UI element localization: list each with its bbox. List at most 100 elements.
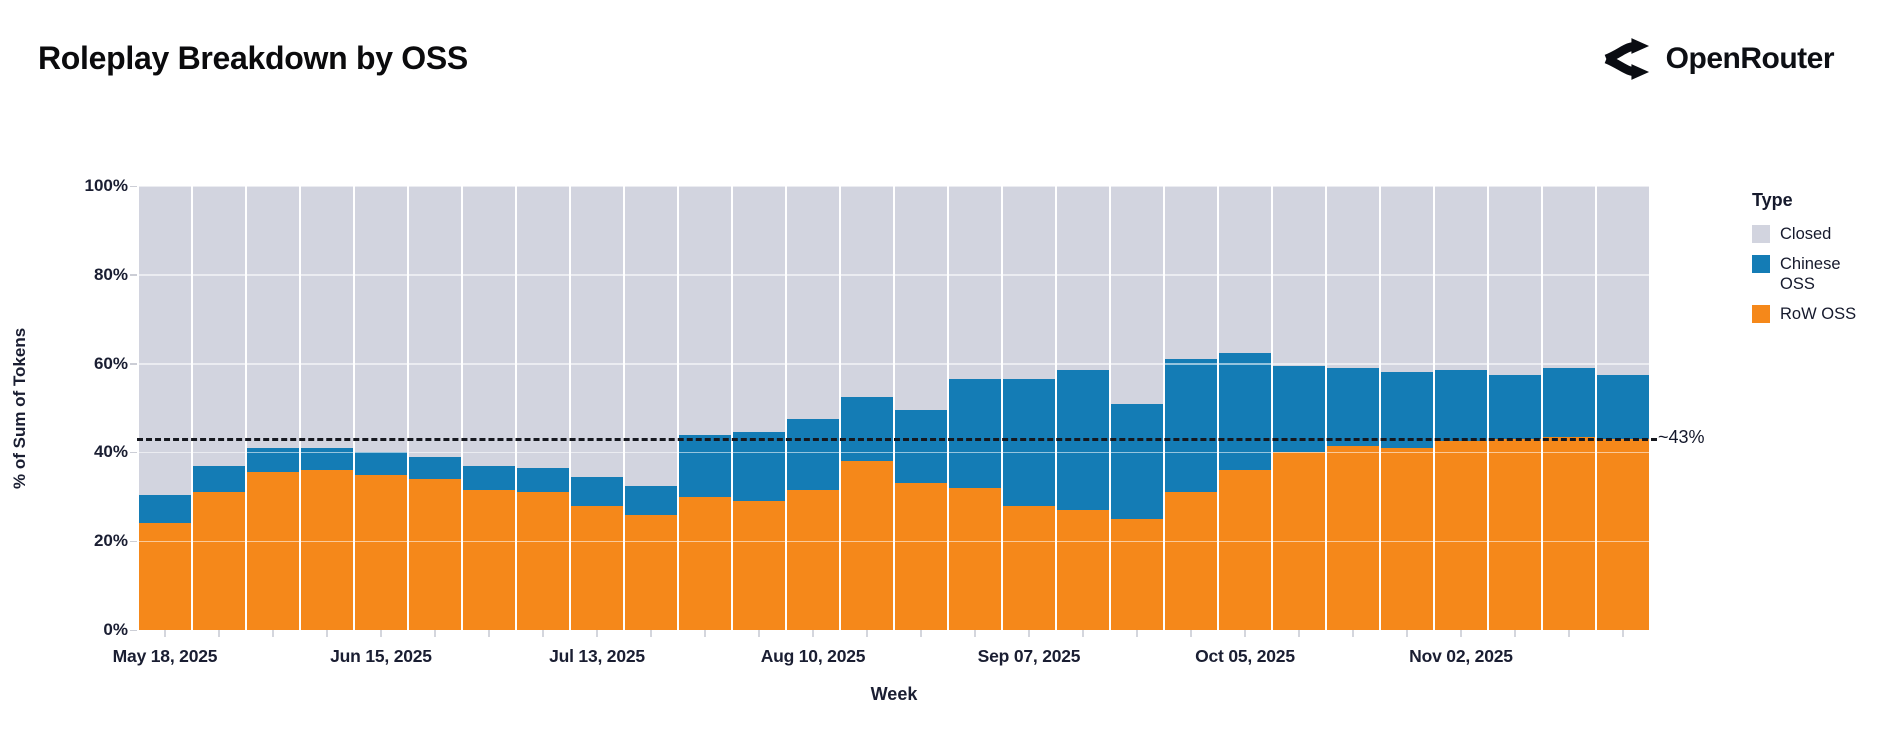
bar-segment-row-oss [1543,436,1595,630]
bar-segment-chinese-oss [463,465,515,491]
bar-segment-closed [1165,186,1217,360]
bar-segment-chinese-oss [139,494,191,524]
x-tick-mark [974,630,976,637]
bar-segment-row-oss [733,501,785,630]
x-tick-mark [812,630,814,637]
bar-segment-row-oss [1111,518,1163,630]
x-tick-label: Sep 07, 2025 [977,646,1081,666]
x-tick-mark [866,630,868,637]
brand-name: OpenRouter [1665,42,1835,75]
bar-segment-row-oss [949,487,1001,630]
brand-lockup: OpenRouter [1598,36,1835,82]
bar-week-aug-17-2025 [841,186,893,630]
x-tick-mark [704,630,706,637]
bar-week-aug-10-2025 [787,186,839,630]
x-tick-label: Oct 05, 2025 [1195,646,1295,666]
bar-segment-row-oss [571,505,623,630]
x-tick-mark [434,630,436,637]
legend-label: Chinese OSS [1780,255,1841,293]
x-tick-label: Aug 10, 2025 [760,646,866,666]
bar-segment-closed [787,186,839,420]
bar-segment-chinese-oss [679,434,731,497]
bar-segment-chinese-oss [355,452,407,475]
gridline-80 [138,274,1650,276]
bar-week-jul-06-2025 [517,186,569,630]
bar-segment-closed [949,186,1001,380]
bar-week-aug-03-2025 [733,186,785,630]
x-tick-mark [1352,630,1354,637]
bar-segment-closed [193,186,245,466]
legend-item-row-oss: RoW OSS [1752,304,1870,324]
bar-segment-closed [625,186,677,486]
x-tick-mark [1244,630,1246,637]
bar-segment-row-oss [301,470,353,630]
y-tick-label-20: 20% [93,531,128,551]
bar-week-sep-07-2025 [1003,186,1055,630]
bar-segment-closed [1489,186,1541,375]
bar-week-oct-26-2025 [1381,186,1433,630]
bar-segment-row-oss [1327,445,1379,630]
bar-segment-closed [301,186,353,448]
x-tick-mark [326,630,328,637]
y-axis-title: % of Sum of Tokens [10,327,29,489]
bar-segment-row-oss [517,492,569,630]
bar-segment-closed [1597,186,1649,375]
legend-label: Closed [1780,225,1832,243]
x-tick-label: Nov 02, 2025 [1409,646,1513,666]
bar-segment-chinese-oss [193,465,245,493]
bar-segment-chinese-oss [1327,368,1379,446]
bar-week-jul-20-2025 [625,186,677,630]
bar-segment-closed [247,186,299,448]
bar-segment-closed [463,186,515,466]
bar-segment-chinese-oss [787,419,839,491]
gridline-60 [138,363,1650,365]
bar-week-may-25-2025 [193,186,245,630]
bar-segment-chinese-oss [841,396,893,462]
x-tick-mark [1028,630,1030,637]
bar-week-oct-12-2025 [1273,186,1325,630]
bar-segment-chinese-oss [625,485,677,515]
x-tick-mark [1082,630,1084,637]
bar-segment-row-oss [463,490,515,630]
bar-segment-row-oss [1057,510,1109,630]
bar-segment-row-oss [1381,447,1433,630]
x-tick-mark [272,630,274,637]
bar-week-nov-16-2025 [1543,186,1595,630]
bar-segment-row-oss [247,472,299,630]
bar-segment-chinese-oss [1597,374,1649,440]
bar-segment-closed [571,186,623,477]
bar-segment-closed [409,186,461,457]
x-tick-label: Jun 15, 2025 [330,646,432,666]
bar-week-aug-24-2025 [895,186,947,630]
legend-swatch-row-oss [1752,305,1770,323]
y-tick-mark [130,363,137,365]
bar-segment-chinese-oss [571,476,623,506]
x-tick-mark [1460,630,1462,637]
bar-segment-row-oss [625,514,677,630]
bar-segment-closed [1111,186,1163,404]
y-tick-label-80: 80% [93,264,128,284]
bar-segment-row-oss [355,474,407,630]
bar-segment-chinese-oss [409,456,461,480]
bar-segment-closed [679,186,731,435]
bar-week-jun-01-2025 [247,186,299,630]
bar-segment-chinese-oss [1543,368,1595,437]
bar-segment-row-oss [895,483,947,630]
page-title: Roleplay Breakdown by OSS [38,40,468,76]
x-tick-mark [1298,630,1300,637]
bar-segment-closed [1057,186,1109,371]
legend-item-chinese-oss: Chinese OSS [1752,254,1870,294]
bar-segment-row-oss [193,492,245,630]
bar-segment-chinese-oss [1219,352,1271,471]
bar-week-jun-15-2025 [355,186,407,630]
legend-items: Closed Chinese OSS RoW OSS [1752,224,1870,324]
x-tick-mark [488,630,490,637]
bar-segment-closed [517,186,569,468]
bar-segment-row-oss [409,479,461,630]
bar-segment-row-oss [841,461,893,630]
x-tick-mark [1190,630,1192,637]
bar-segment-chinese-oss [1165,359,1217,493]
x-tick-mark [650,630,652,637]
bar-segment-closed [1435,186,1487,371]
bar-week-jun-08-2025 [301,186,353,630]
